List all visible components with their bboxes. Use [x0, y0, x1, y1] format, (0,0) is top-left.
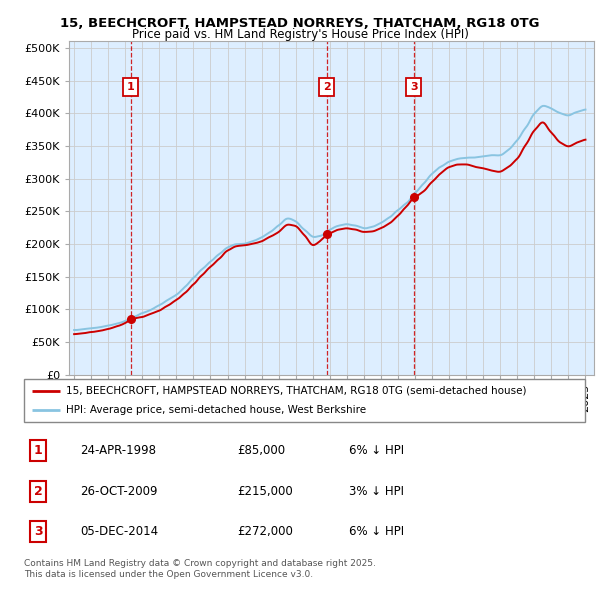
Text: 2: 2: [34, 484, 43, 498]
Text: 6% ↓ HPI: 6% ↓ HPI: [349, 444, 404, 457]
Text: 1: 1: [34, 444, 43, 457]
Text: 3% ↓ HPI: 3% ↓ HPI: [349, 484, 404, 498]
Text: 05-DEC-2014: 05-DEC-2014: [80, 525, 158, 538]
Text: £85,000: £85,000: [237, 444, 286, 457]
Text: Contains HM Land Registry data © Crown copyright and database right 2025.
This d: Contains HM Land Registry data © Crown c…: [24, 559, 376, 579]
Text: £272,000: £272,000: [237, 525, 293, 538]
Text: 24-APR-1998: 24-APR-1998: [80, 444, 156, 457]
FancyBboxPatch shape: [24, 379, 585, 422]
Text: Price paid vs. HM Land Registry's House Price Index (HPI): Price paid vs. HM Land Registry's House …: [131, 28, 469, 41]
Text: £215,000: £215,000: [237, 484, 293, 498]
Text: 15, BEECHCROFT, HAMPSTEAD NORREYS, THATCHAM, RG18 0TG (semi-detached house): 15, BEECHCROFT, HAMPSTEAD NORREYS, THATC…: [66, 386, 527, 396]
Text: 15, BEECHCROFT, HAMPSTEAD NORREYS, THATCHAM, RG18 0TG: 15, BEECHCROFT, HAMPSTEAD NORREYS, THATC…: [60, 17, 540, 30]
Text: 2: 2: [323, 82, 331, 92]
Text: 6% ↓ HPI: 6% ↓ HPI: [349, 525, 404, 538]
Text: 3: 3: [410, 82, 418, 92]
Text: 3: 3: [34, 525, 43, 538]
Text: 26-OCT-2009: 26-OCT-2009: [80, 484, 158, 498]
Text: HPI: Average price, semi-detached house, West Berkshire: HPI: Average price, semi-detached house,…: [66, 405, 366, 415]
Text: 1: 1: [127, 82, 134, 92]
